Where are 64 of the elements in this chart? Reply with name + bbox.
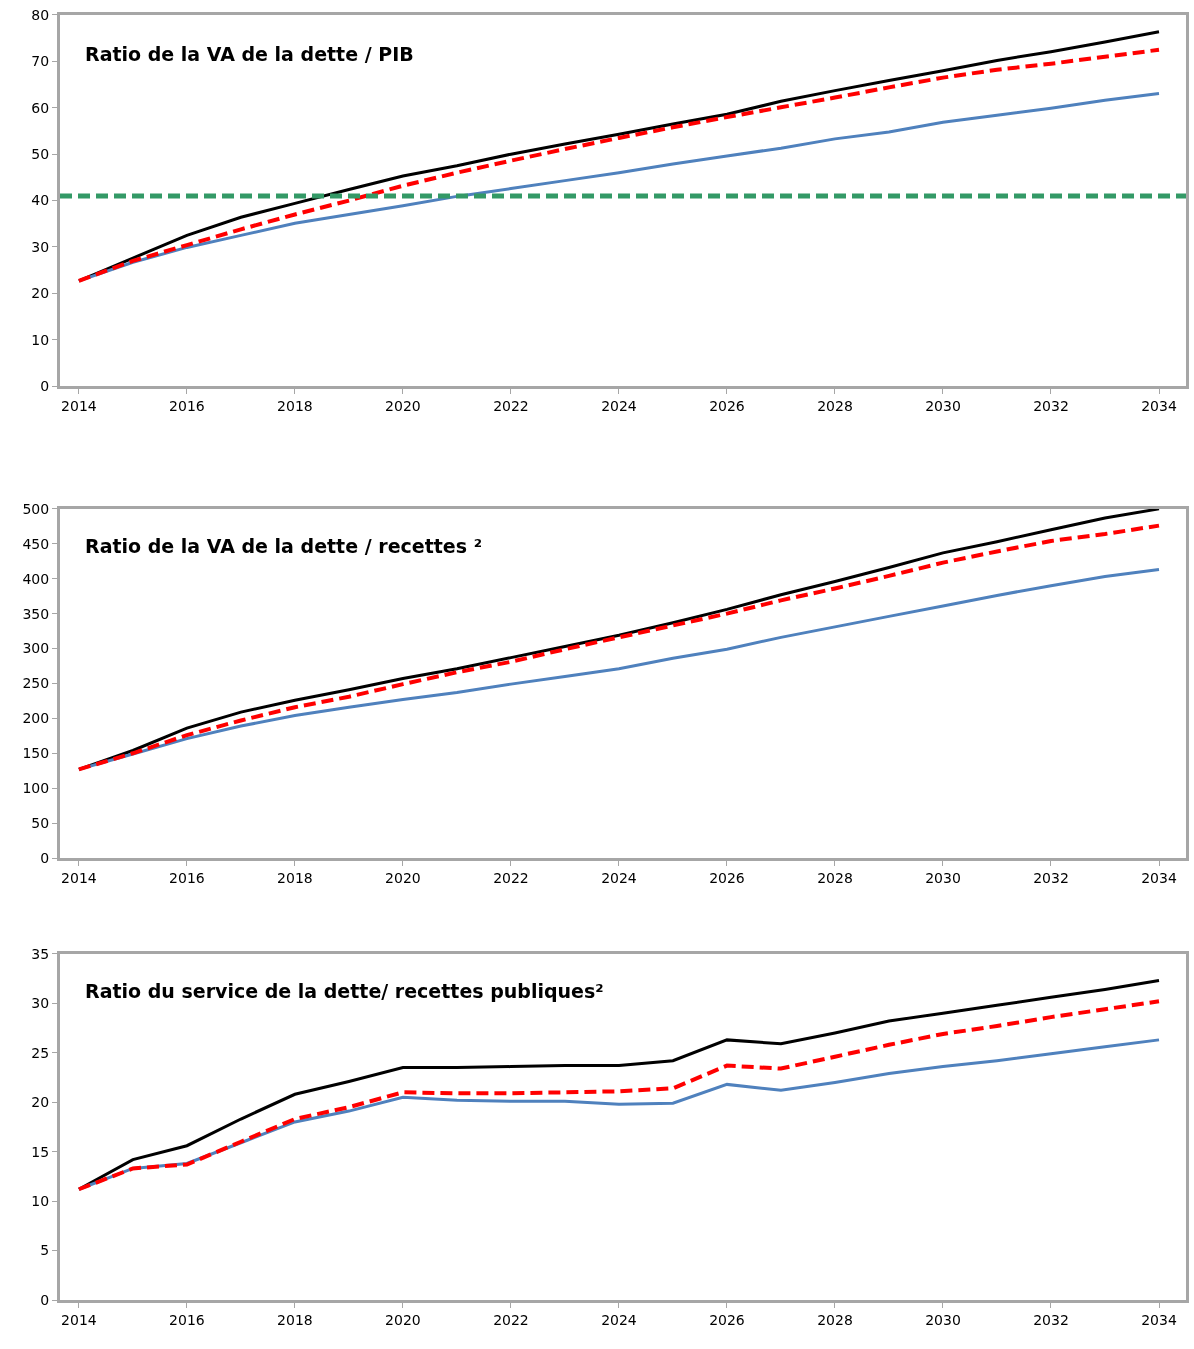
x-tick-label: 2014 [61, 1311, 97, 1328]
y-tick-label: 30 [31, 995, 50, 1012]
y-tick-label: 20 [31, 1094, 50, 1111]
y-tick-label: 5 [40, 1242, 50, 1259]
y-tick-label: 25 [31, 1044, 50, 1061]
x-tick-label: 2018 [277, 397, 313, 414]
text: Ratio de la VA de la dette / recettes ² [85, 535, 482, 557]
y-tick-label: 450 [22, 535, 50, 552]
x-tick-label: 2016 [169, 869, 205, 886]
y-tick-label: 500 [22, 500, 50, 517]
x-tick-label: 2020 [385, 397, 421, 414]
x-tick-label: 2018 [277, 1311, 313, 1328]
x-tick-label: 2032 [1033, 397, 1069, 414]
x-tick-label: 2026 [709, 397, 745, 414]
x-tick-label: 2028 [817, 869, 853, 886]
y-tick-label: 400 [22, 570, 50, 587]
y-tick-label: 15 [31, 1143, 50, 1160]
x-tick-label: 2024 [601, 1311, 637, 1328]
x-tick-label: 2028 [817, 397, 853, 414]
text: Ratio de la VA de la dette / PIB [85, 43, 414, 65]
y-tick-label: 100 [22, 780, 50, 797]
x-tick-label: 2014 [61, 869, 97, 886]
x-tick-label: 2032 [1033, 1311, 1069, 1328]
x-tick-label: 2026 [709, 1311, 745, 1328]
y-tick-label: 10 [31, 331, 50, 348]
x-tick-label: 2022 [493, 397, 529, 414]
x-tick-label: 2030 [925, 397, 961, 414]
x-tick-label: 2026 [709, 869, 745, 886]
y-tick-label: 50 [31, 815, 50, 832]
x-tick-label: 2034 [1141, 869, 1177, 886]
x-tick-label: 2034 [1141, 1311, 1177, 1328]
y-tick-label: 35 [31, 945, 50, 962]
y-tick-label: 150 [22, 745, 50, 762]
y-tick-label: 60 [31, 99, 50, 116]
x-tick-label: 2024 [601, 397, 637, 414]
x-tick-label: 2030 [925, 1311, 961, 1328]
x-tick-label: 2022 [493, 1311, 529, 1328]
y-tick-label: 30 [31, 238, 50, 255]
y-tick-label: 40 [31, 192, 50, 209]
x-tick-label: 2034 [1141, 397, 1177, 414]
x-tick-label: 2020 [385, 1311, 421, 1328]
y-tick-label: 200 [22, 710, 50, 727]
y-tick-label: 300 [22, 640, 50, 657]
x-tick-label: 2016 [169, 1311, 205, 1328]
y-tick-label: 10 [31, 1193, 50, 1209]
y-tick-label: 250 [22, 675, 50, 692]
x-tick-label: 2024 [601, 869, 637, 886]
x-tick-label: 2016 [169, 397, 205, 414]
x-tick-label: 2014 [61, 397, 97, 414]
y-tick-label: 0 [40, 1291, 50, 1308]
x-tick-label: 2020 [385, 869, 421, 886]
text: Ratio du service de la dette/ recettes publiques² [85, 980, 604, 1002]
x-tick-label: 2032 [1033, 869, 1069, 886]
x-tick-label: 2022 [493, 869, 529, 886]
x-tick-label: 2028 [817, 1311, 853, 1328]
y-tick-label: 0 [40, 849, 50, 866]
y-tick-label: 80 [31, 6, 50, 23]
y-tick-label: 20 [31, 285, 50, 302]
x-tick-label: 2030 [925, 869, 961, 886]
y-tick-label: 70 [31, 53, 50, 70]
x-tick-label: 2018 [277, 869, 313, 886]
y-tick-label: 350 [22, 605, 50, 622]
y-tick-label: 0 [40, 378, 50, 395]
y-tick-label: 50 [31, 146, 50, 163]
